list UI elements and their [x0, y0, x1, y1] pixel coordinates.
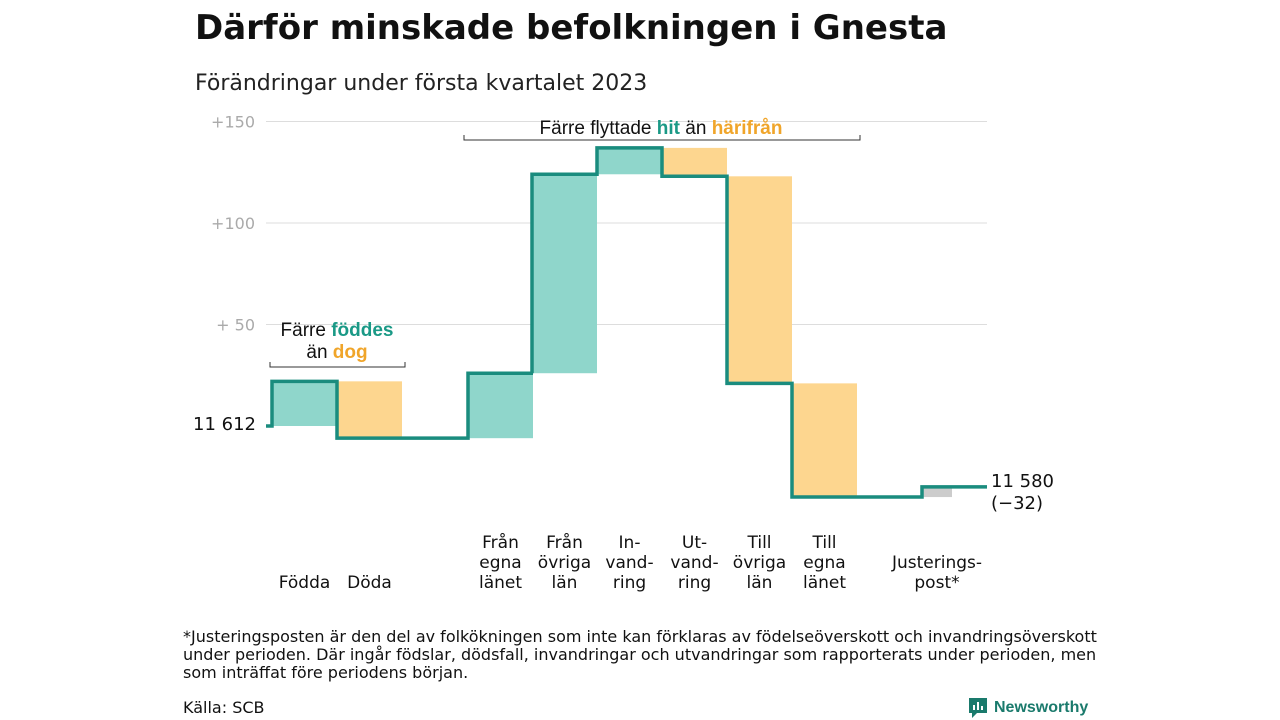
- category-label: länet: [479, 573, 522, 593]
- gridlines: + 50 +100 +150: [211, 113, 987, 335]
- category-label: post*: [914, 573, 959, 593]
- migration-annotation-text: Färre flyttade hit än härifrån: [540, 118, 783, 139]
- bar-6: [662, 147, 727, 177]
- births-annotation-bracket: [269, 362, 406, 368]
- bar-5: [597, 147, 662, 175]
- category-label: ring: [613, 573, 646, 593]
- category-label: Ut-: [682, 533, 707, 553]
- bars: [272, 147, 952, 498]
- category-label: Till: [811, 533, 836, 553]
- births-annotation: Färre föddes än dog: [269, 320, 406, 368]
- population-step-line: [266, 146, 987, 499]
- category-label: Döda: [347, 573, 392, 593]
- step-line: [266, 146, 987, 499]
- newsworthy-logo-icon: [969, 698, 987, 718]
- category-label: Justerings-: [891, 553, 982, 573]
- category-label: Från: [546, 532, 583, 553]
- brand-logo[interactable]: Newsworthy: [968, 697, 1088, 719]
- bar-2: [337, 381, 402, 439]
- category-labels: Födda DödaFrånegnalänetFrånövrigalänIn-va…: [279, 532, 982, 593]
- migration-annotation: Färre flyttade hit än härifrån: [463, 118, 861, 141]
- brand-name: Newsworthy: [994, 699, 1089, 716]
- y-tick-label: + 50: [216, 316, 255, 335]
- bar-3: [468, 373, 533, 439]
- category-label: län: [747, 573, 773, 593]
- category-label: egna: [803, 553, 845, 573]
- category-label: vand-: [670, 553, 718, 573]
- category-label: Till: [746, 533, 771, 553]
- category-label: vand-: [605, 553, 653, 573]
- births-annotation-line2: än dog: [306, 342, 367, 363]
- chart-subtitle: Förändringar under första kvartalet 2023: [195, 71, 648, 96]
- category-label: Födda: [279, 573, 331, 593]
- end-change-label: (−32): [991, 493, 1043, 514]
- end-value-label: 11 580: [991, 471, 1054, 492]
- category-label: ring: [678, 573, 711, 593]
- births-annotation-line1: Färre föddes: [281, 320, 394, 341]
- category-label: länet: [803, 573, 846, 593]
- y-tick-label: +150: [211, 113, 255, 132]
- bar-1: [272, 381, 337, 426]
- category-label: län: [552, 573, 578, 593]
- bar-9: [922, 486, 952, 498]
- bar-8: [792, 383, 857, 498]
- bar-7: [727, 176, 792, 384]
- category-label: Från: [482, 532, 519, 553]
- category-label: övriga: [733, 553, 786, 573]
- footnote: *Justeringsposten är den del av folkökni…: [183, 627, 1097, 682]
- bar-4: [532, 174, 597, 374]
- source-label: Källa: SCB: [183, 698, 265, 717]
- category-label: In-: [619, 533, 641, 553]
- category-label: egna: [479, 553, 521, 573]
- chart-title: Därför minskade befolkningen i Gnesta: [195, 8, 948, 48]
- migration-annotation-bracket: [463, 135, 861, 141]
- category-label: övriga: [538, 553, 591, 573]
- y-tick-label: +100: [211, 214, 255, 233]
- start-value-label: 11 612: [193, 414, 256, 435]
